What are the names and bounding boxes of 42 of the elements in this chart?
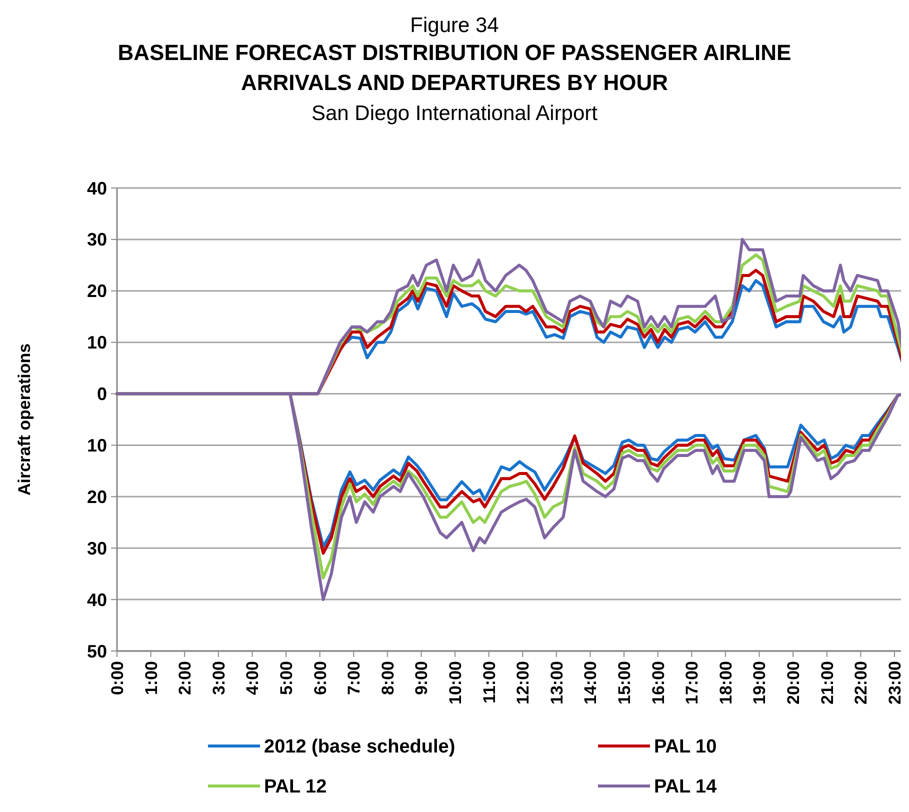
x-tick-label: 8:00 [378,661,398,696]
x-tick-label: 5:00 [276,661,296,696]
x-tick-label: 6:00 [310,661,330,696]
y-axis-title: Aircraft operations [15,343,34,496]
x-tick-label: 14:00 [581,661,600,704]
y-tick-label: 50 [86,641,107,662]
y-tick-label: 40 [86,178,107,198]
y-tick-label: 20 [86,486,107,507]
x-tick-label: 18:00 [716,661,736,704]
caption: Figure 34 [410,14,500,37]
x-tick-label: 17:00 [682,661,702,704]
x-tick-label: 21:00 [818,661,837,704]
x-tick-label: 23:00 [885,661,904,704]
legend-label: 2012 (base schedule) [264,736,456,758]
y-tick-label: 10 [86,436,107,456]
y-tick-label: 0 [96,384,107,404]
legend-label: PAL 10 [654,736,717,758]
x-tick-label: 1:00 [142,661,161,696]
x-tick-label: 3:00 [209,661,228,696]
x-tick-label: 7:00 [344,661,364,696]
x-tick-label: 2:00 [176,661,195,696]
x-tick-label: 15:00 [615,661,634,704]
x-tick-label: 19:00 [750,661,770,704]
y-tick-label: 30 [86,538,107,558]
x-tick-label: 22:00 [852,661,871,704]
chart-title: BASELINE FORECAST DISTRIBUTION OF PASSENGER AIRLINE ARRIVALS AND DEPARTURES BY HOUR [118,40,792,95]
y-tick-label: 10 [86,332,107,353]
y-tick-label: 20 [86,281,107,302]
x-tick-label: 0:00 [108,661,127,696]
x-tick-label: 13:00 [547,661,566,704]
x-tick-label: 4:00 [243,661,262,696]
x-tick-label: 12:00 [514,661,533,704]
x-tick-label: 11:00 [480,661,499,704]
y-tick-label: 30 [86,230,107,250]
y-tick-label: 40 [86,590,107,610]
x-tick-label: 16:00 [648,661,668,704]
x-tick-label: 9:00 [412,661,432,696]
x-tick-label: 10:00 [446,661,465,704]
legend-label: PAL 12 [264,776,327,798]
x-tick-label: 20:00 [784,661,804,704]
legend-label: PAL 14 [654,776,718,798]
chart-subtitle: San Diego International Airport [311,102,598,125]
